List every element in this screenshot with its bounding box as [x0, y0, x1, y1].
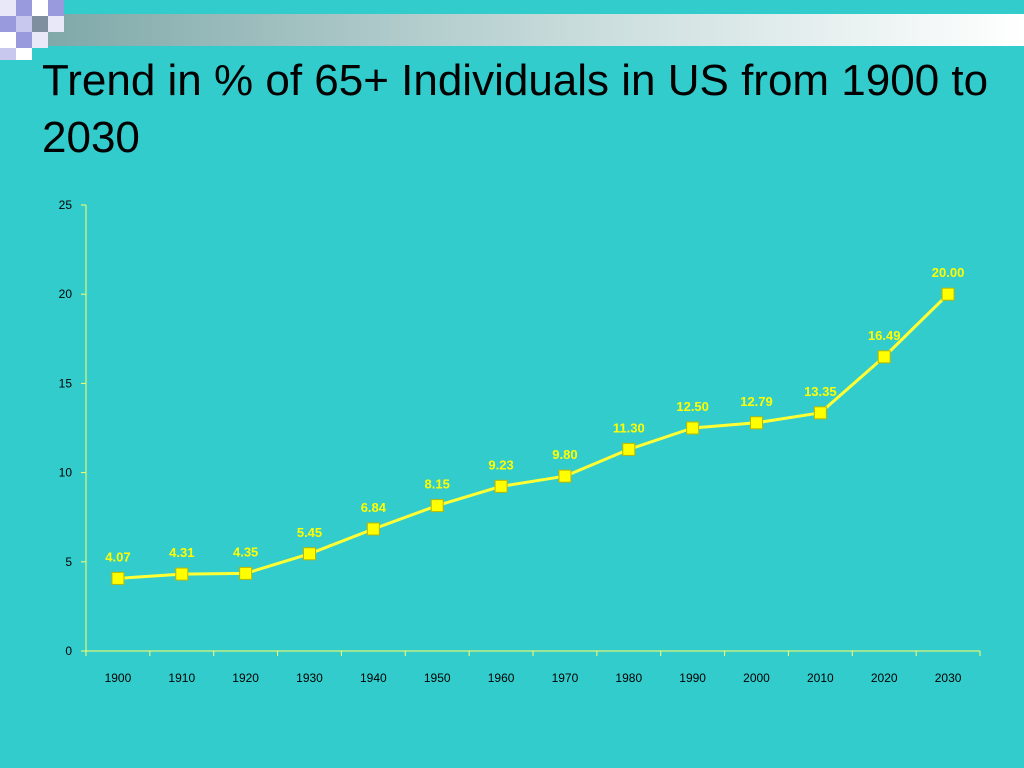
data-point-marker: [494, 479, 508, 493]
data-point-marker: [175, 567, 189, 581]
x-tick-label: 1960: [488, 671, 515, 685]
deco-square: [0, 16, 16, 32]
y-tick-label: 0: [65, 644, 72, 658]
title-gradient-bar: [40, 14, 1024, 46]
data-point-marker: [239, 566, 253, 580]
deco-square: [16, 16, 32, 32]
deco-square: [48, 16, 64, 32]
x-tick-label: 1970: [552, 671, 579, 685]
x-tick-label: 1940: [360, 671, 387, 685]
x-tick-label: 1950: [424, 671, 451, 685]
y-tick-label: 20: [59, 287, 73, 301]
y-tick-label: 25: [59, 198, 73, 212]
data-label: 8.15: [425, 477, 450, 492]
x-tick-label: 2000: [743, 671, 770, 685]
data-label: 20.00: [932, 265, 965, 280]
deco-square: [16, 0, 32, 16]
deco-square: [16, 32, 32, 48]
x-tick-label: 1920: [232, 671, 259, 685]
x-tick-label: 1990: [679, 671, 706, 685]
data-label: 16.49: [868, 328, 901, 343]
deco-square: [32, 16, 48, 32]
data-label: 4.31: [169, 545, 194, 560]
data-point-marker: [813, 406, 827, 420]
series-line: [117, 293, 950, 580]
data-label: 12.50: [676, 399, 709, 414]
title-decoration: [0, 0, 1024, 60]
deco-square: [0, 32, 16, 48]
y-tick-label: 15: [59, 376, 73, 390]
deco-square: [0, 0, 16, 16]
data-point-marker: [430, 499, 444, 513]
data-point-marker: [111, 571, 125, 585]
data-point-marker: [622, 442, 636, 456]
data-point-marker: [686, 421, 700, 435]
data-point-marker: [558, 469, 572, 483]
data-label: 11.30: [613, 420, 645, 435]
x-tick-label: 2020: [871, 671, 898, 685]
x-tick-label: 1910: [168, 671, 195, 685]
data-label: 5.45: [297, 525, 322, 540]
data-point-marker: [941, 287, 955, 301]
slide-title: Trend in % of 65+ Individuals in US from…: [42, 56, 989, 162]
y-tick-label: 5: [65, 555, 72, 569]
x-tick-label: 1900: [105, 671, 132, 685]
data-point-marker: [750, 416, 763, 430]
y-tick-label: 10: [59, 466, 73, 480]
deco-square: [0, 48, 16, 60]
data-label: 4.35: [233, 544, 258, 559]
x-tick-label: 2030: [935, 671, 962, 685]
data-label: 13.35: [804, 384, 837, 399]
deco-square: [32, 0, 48, 16]
data-label: 6.84: [361, 500, 387, 515]
x-tick-label: 1980: [615, 671, 642, 685]
data-point-marker: [877, 350, 891, 364]
data-label: 12.79: [740, 394, 773, 409]
deco-square: [32, 32, 48, 48]
deco-square: [16, 48, 32, 60]
x-tick-label: 2010: [807, 671, 834, 685]
data-point-marker: [366, 522, 380, 536]
deco-square: [48, 0, 64, 16]
x-tick-label: 1930: [296, 671, 323, 685]
data-point-marker: [303, 547, 316, 561]
data-label: 9.23: [488, 457, 513, 472]
data-label: 9.80: [552, 447, 577, 462]
data-label: 4.07: [105, 549, 130, 564]
